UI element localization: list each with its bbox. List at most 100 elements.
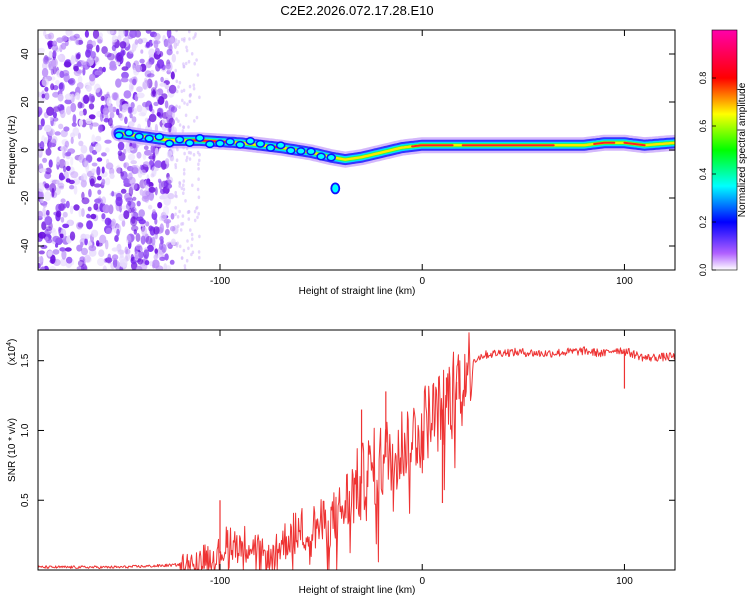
noise-blob <box>144 79 151 84</box>
noise-blob <box>65 200 70 209</box>
noise-blob <box>88 93 95 104</box>
noise-blob <box>188 157 192 161</box>
noise-blob <box>77 132 81 140</box>
noise-blob <box>38 231 46 239</box>
noise-blob <box>178 184 181 188</box>
noise-blob <box>51 179 60 185</box>
ridge-blob <box>205 140 215 149</box>
noise-blob <box>106 30 115 35</box>
spectrogram-y-axis: -40 -20 0 20 40 <box>20 48 675 253</box>
noise-blob <box>165 63 171 70</box>
noise-blob <box>101 178 106 186</box>
ridge-blob <box>195 134 205 142</box>
noise-blob <box>152 209 156 215</box>
noise-blob <box>89 144 94 154</box>
noise-blob <box>128 49 135 54</box>
noise-blob <box>195 205 199 210</box>
noise-blob <box>197 211 200 216</box>
noise-blob <box>124 116 128 125</box>
y-tick-label: -40 <box>20 238 31 253</box>
noise-blob <box>76 82 84 90</box>
noise-blob <box>130 85 134 90</box>
noise-blob <box>81 208 85 217</box>
noise-blob <box>106 158 110 165</box>
noise-blob <box>169 37 175 45</box>
noise-blob <box>64 247 72 252</box>
noise-blob <box>180 256 184 260</box>
ridge-peak-segment <box>593 141 616 145</box>
noise-blob <box>154 186 158 196</box>
noise-blob <box>79 110 84 117</box>
noise-blob <box>84 30 89 38</box>
noise-blob <box>151 87 157 95</box>
noise-blob <box>151 166 157 175</box>
noise-blob <box>85 49 91 58</box>
noise-blob <box>84 160 90 169</box>
noise-blob <box>187 246 190 251</box>
noise-blob <box>97 189 102 195</box>
noise-blob <box>59 232 64 239</box>
noise-blob <box>156 59 165 69</box>
noise-blob <box>156 112 161 117</box>
noise-blob <box>149 31 158 38</box>
noise-blob <box>56 156 60 166</box>
noise-blob <box>184 113 188 118</box>
noise-blob <box>63 61 72 68</box>
noise-blob <box>188 30 191 34</box>
noise-blob <box>38 124 43 131</box>
noise-blob <box>63 165 67 173</box>
spectrogram-x-axis: -100 0 100 <box>210 30 633 287</box>
noise-blob <box>197 250 201 254</box>
noise-blob <box>73 204 80 211</box>
ridge-blob <box>134 132 144 141</box>
noise-blob <box>40 265 45 270</box>
x-tick-label: -100 <box>210 576 230 587</box>
noise-blob <box>119 113 124 121</box>
noise-blob <box>188 37 191 41</box>
noise-blob <box>90 51 96 59</box>
noise-blob <box>130 102 135 109</box>
noise-blob <box>197 177 200 181</box>
noise-blob <box>101 166 105 174</box>
noise-blob <box>124 246 129 255</box>
noise-blob <box>174 68 177 73</box>
noise-blob <box>91 229 99 238</box>
noise-blob <box>86 213 91 219</box>
noise-blob <box>105 177 111 186</box>
colorbar-tick-label: 0.6 <box>698 120 708 133</box>
noise-blob <box>96 242 103 247</box>
noise-blob <box>187 150 191 155</box>
noise-blob <box>112 258 118 268</box>
noise-blob <box>50 83 55 91</box>
noise-blob <box>131 206 137 214</box>
noise-blob <box>119 102 123 112</box>
noise-blob <box>176 241 179 246</box>
noise-blob <box>180 186 184 191</box>
noise-blob <box>182 88 186 93</box>
noise-blob <box>148 191 154 202</box>
noise-blob <box>194 32 197 36</box>
ridge-blob <box>286 146 296 155</box>
x-tick-label: 100 <box>616 276 633 287</box>
noise-blob <box>58 123 64 130</box>
noise-blob <box>81 191 85 200</box>
noise-blob <box>180 37 184 42</box>
noise-blob <box>88 114 96 120</box>
noise-blob <box>176 215 180 219</box>
noise-blob <box>170 238 176 246</box>
noise-blob <box>168 84 177 94</box>
noise-blob <box>40 197 44 203</box>
noise-blob <box>65 106 72 115</box>
noise-blob <box>48 50 53 59</box>
ridge-blob <box>114 131 124 140</box>
noise-blob <box>161 93 168 100</box>
noise-blob <box>187 217 191 221</box>
noise-blob <box>141 226 148 236</box>
noise-blob <box>185 48 189 53</box>
noise-blob <box>170 213 175 220</box>
noise-blob <box>176 147 179 152</box>
noise-blob <box>154 160 163 169</box>
noise-blob <box>42 202 47 208</box>
noise-blob <box>98 249 105 257</box>
noise-blob <box>182 171 186 176</box>
